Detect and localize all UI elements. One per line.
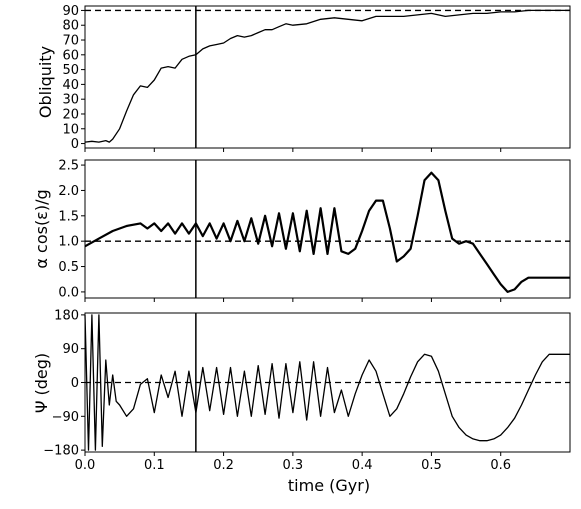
y-tick-label: 80 bbox=[62, 19, 79, 34]
y-tick-label: 2.5 bbox=[58, 159, 79, 174]
y-tick-label: −180 bbox=[43, 444, 79, 459]
y-tick-label: 0.5 bbox=[58, 260, 79, 275]
x-tick-label: 0.6 bbox=[490, 458, 511, 473]
series-line-0 bbox=[84, 171, 570, 293]
x-axis-label: time (Gyr) bbox=[288, 476, 370, 495]
plot-frame bbox=[84, 5, 571, 149]
y-tick-label: 180 bbox=[54, 308, 79, 323]
series-line-0 bbox=[84, 314, 570, 451]
series-line-0 bbox=[84, 9, 570, 143]
y-tick-label: 90 bbox=[62, 4, 79, 19]
x-tick-label: 0.1 bbox=[144, 458, 165, 473]
psi-panel: −180 −90 0 90 180 0.0 0.1 0.2 0.3 0.4 0.5 0.6 bbox=[43, 308, 571, 473]
x-tick-label: 0.3 bbox=[283, 458, 304, 473]
y-axis-label-alpha: α cos(ε)/g bbox=[32, 189, 51, 268]
y-tick-label: 20 bbox=[62, 107, 79, 122]
x-tick-label: 0.5 bbox=[421, 458, 442, 473]
y-tick-label: 40 bbox=[62, 78, 79, 93]
y-tick-label: 0.0 bbox=[58, 285, 79, 300]
y-axis-label-psi: Ψ (deg) bbox=[32, 353, 51, 413]
y-tick-label: 1.5 bbox=[58, 209, 79, 224]
y-tick-label: 90 bbox=[62, 342, 79, 357]
x-tick-label: 0.4 bbox=[352, 458, 373, 473]
x-tick-label: 0.2 bbox=[213, 458, 234, 473]
y-tick-label: 1.0 bbox=[58, 235, 79, 250]
y-tick-label: 0 bbox=[71, 137, 79, 152]
y-tick-label: 30 bbox=[62, 93, 79, 108]
y-tick-label: 50 bbox=[62, 63, 79, 78]
y-axis-label-obliquity: Obliquity bbox=[36, 46, 55, 118]
alpha-cos-eps-over-g-panel: 0.0 0.5 1.0 1.5 2.0 2.5 bbox=[58, 159, 571, 302]
y-tick-label: 0 bbox=[71, 376, 79, 391]
y-tick-label: 2.0 bbox=[58, 184, 79, 199]
y-tick-label: 60 bbox=[62, 48, 79, 63]
y-tick-label: 10 bbox=[62, 122, 79, 137]
y-tick-label: 70 bbox=[62, 34, 79, 49]
plot-frame bbox=[84, 159, 571, 299]
y-tick-label: −90 bbox=[52, 410, 79, 425]
x-tick-label: 0.0 bbox=[75, 458, 96, 473]
